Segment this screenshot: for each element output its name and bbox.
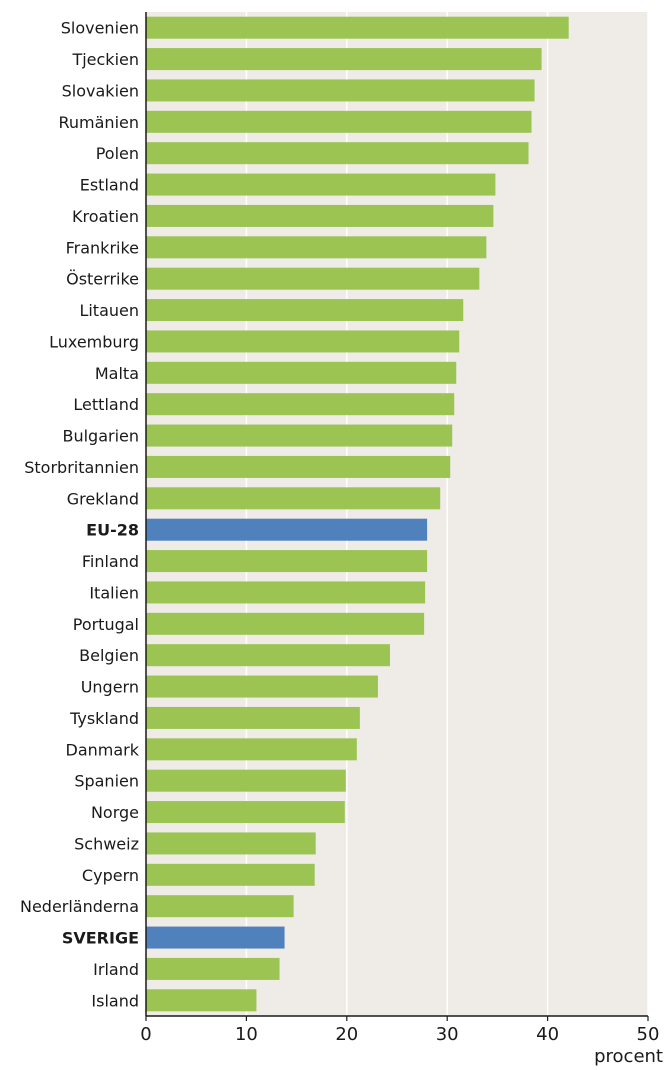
category-label-grekland: Grekland xyxy=(67,489,139,508)
bar-finland xyxy=(146,550,428,573)
x-tick-label-10: 10 xyxy=(235,1024,258,1045)
bar-nederländerna xyxy=(146,895,294,918)
x-tick-label-0: 0 xyxy=(140,1024,151,1045)
category-label-slovakien: Slovakien xyxy=(62,81,139,100)
x-tick-label-50: 50 xyxy=(637,1024,660,1045)
category-labels: Slovenien Tjeckien Slovakien Rumänien Polen E… xyxy=(20,19,140,1011)
category-label-portugal: Portugal xyxy=(73,615,139,634)
category-label-österrike: Österrike xyxy=(66,270,139,289)
bar-irland xyxy=(146,957,280,980)
category-label-frankrike: Frankrike xyxy=(66,238,139,257)
bar-island xyxy=(146,989,257,1012)
bar-portugal xyxy=(146,612,425,635)
category-label-danmark: Danmark xyxy=(66,740,140,759)
bar-österrike xyxy=(146,267,480,290)
bar-litauen xyxy=(146,299,464,322)
bar-luxemburg xyxy=(146,330,460,353)
category-label-malta: Malta xyxy=(95,364,139,383)
category-label-island: Island xyxy=(91,991,139,1010)
category-label-spanien: Spanien xyxy=(74,772,139,791)
bar-italien xyxy=(146,581,426,604)
category-label-litauen: Litauen xyxy=(79,301,139,320)
category-label-bulgarien: Bulgarien xyxy=(62,427,139,446)
bar-grekland xyxy=(146,487,441,510)
category-label-nederländerna: Nederländerna xyxy=(20,897,139,916)
category-label-belgien: Belgien xyxy=(79,646,139,665)
bar-spanien xyxy=(146,769,346,792)
bar-eu-28 xyxy=(146,518,428,541)
bar-schweiz xyxy=(146,832,316,855)
x-axis-title: procent xyxy=(594,1046,663,1067)
bar-tjeckien xyxy=(146,48,542,71)
bar-kroatien xyxy=(146,204,494,227)
bar-storbritannien xyxy=(146,455,451,478)
bar-sverige xyxy=(146,926,285,949)
bar-slovakien xyxy=(146,79,535,102)
category-label-estland: Estland xyxy=(80,176,139,195)
bar-estland xyxy=(146,173,496,196)
category-label-slovenien: Slovenien xyxy=(61,19,139,38)
bar-polen xyxy=(146,142,529,165)
bar-cypern xyxy=(146,863,315,886)
x-axis-ticks: 0 10 20 30 40 50 xyxy=(140,1016,659,1045)
bars xyxy=(146,16,569,1012)
bar-bulgarien xyxy=(146,424,453,447)
bar-belgien xyxy=(146,644,390,667)
category-label-lettland: Lettland xyxy=(73,395,139,414)
x-tick-label-40: 40 xyxy=(536,1024,559,1045)
bar-tyskland xyxy=(146,706,360,729)
x-tick-label-20: 20 xyxy=(335,1024,358,1045)
category-label-tjeckien: Tjeckien xyxy=(71,50,139,69)
bar-frankrike xyxy=(146,236,487,259)
bar-norge xyxy=(146,801,345,824)
bar-malta xyxy=(146,361,457,384)
category-label-luxemburg: Luxemburg xyxy=(49,332,139,351)
bar-lettland xyxy=(146,393,455,416)
category-label-italien: Italien xyxy=(89,583,139,602)
category-label-cypern: Cypern xyxy=(82,866,139,885)
category-label-schweiz: Schweiz xyxy=(74,834,139,853)
category-label-rumänien: Rumänien xyxy=(59,113,140,132)
x-tick-label-30: 30 xyxy=(436,1024,459,1045)
bar-rumänien xyxy=(146,110,532,133)
category-label-ungern: Ungern xyxy=(81,678,139,697)
category-label-irland: Irland xyxy=(93,960,139,979)
bar-danmark xyxy=(146,738,357,761)
bar-ungern xyxy=(146,675,378,698)
category-label-sverige: SVERIGE xyxy=(62,929,139,948)
category-label-polen: Polen xyxy=(96,144,139,163)
bar-slovenien xyxy=(146,16,569,39)
category-label-norge: Norge xyxy=(91,803,139,822)
category-label-eu-28: EU-28 xyxy=(86,521,139,540)
category-label-storbritannien: Storbritannien xyxy=(24,458,139,477)
category-label-kroatien: Kroatien xyxy=(72,207,139,226)
category-label-finland: Finland xyxy=(82,552,139,571)
category-label-tyskland: Tyskland xyxy=(69,709,139,728)
